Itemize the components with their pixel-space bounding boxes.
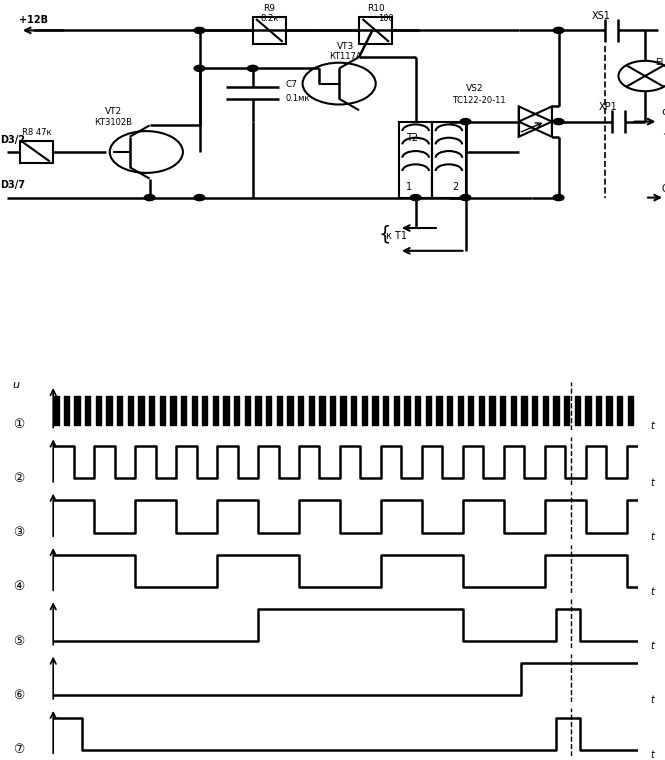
Text: R10: R10 bbox=[367, 5, 384, 14]
Circle shape bbox=[410, 195, 421, 201]
Text: ③: ③ bbox=[13, 526, 24, 539]
Text: КТ3102В: КТ3102В bbox=[94, 119, 132, 128]
Text: XS1: XS1 bbox=[592, 11, 610, 21]
FancyBboxPatch shape bbox=[359, 17, 392, 44]
Text: D3/7: D3/7 bbox=[0, 180, 25, 190]
Text: 0.1мк: 0.1мк bbox=[286, 93, 311, 103]
Text: 1: 1 bbox=[406, 182, 412, 192]
Text: u: u bbox=[12, 380, 19, 390]
Text: D3/2: D3/2 bbox=[0, 135, 25, 144]
Circle shape bbox=[553, 195, 564, 201]
Circle shape bbox=[460, 119, 471, 125]
Text: t: t bbox=[650, 749, 654, 759]
FancyBboxPatch shape bbox=[20, 141, 53, 163]
Text: +12В: +12В bbox=[19, 14, 48, 25]
FancyBboxPatch shape bbox=[432, 122, 465, 198]
Text: ТС122-20-11: ТС122-20-11 bbox=[452, 96, 506, 105]
Text: t: t bbox=[650, 587, 654, 597]
Text: t: t bbox=[650, 478, 654, 488]
Text: R9: R9 bbox=[263, 5, 275, 14]
Text: КТ117А: КТ117А bbox=[329, 52, 362, 61]
Text: VT2: VT2 bbox=[104, 107, 122, 116]
Text: ④: ④ bbox=[13, 581, 24, 594]
Text: t: t bbox=[650, 421, 654, 431]
Text: к Т1: к Т1 bbox=[386, 231, 407, 242]
Text: t: t bbox=[650, 533, 654, 543]
Text: t: t bbox=[650, 641, 654, 651]
Text: ⑦: ⑦ bbox=[13, 743, 24, 756]
Text: t: t bbox=[650, 695, 654, 705]
Text: 100: 100 bbox=[378, 14, 394, 23]
Text: Ф: Ф bbox=[662, 108, 665, 118]
Text: VT3: VT3 bbox=[337, 43, 354, 52]
Text: ~220В: ~220В bbox=[662, 130, 665, 139]
Text: 8.2к: 8.2к bbox=[260, 14, 279, 23]
Circle shape bbox=[194, 195, 205, 201]
Circle shape bbox=[553, 119, 564, 125]
Circle shape bbox=[247, 65, 258, 71]
Text: {: { bbox=[379, 224, 392, 243]
FancyBboxPatch shape bbox=[253, 17, 286, 44]
Text: ②: ② bbox=[13, 472, 24, 485]
Text: 2: 2 bbox=[452, 182, 458, 192]
Text: О: О bbox=[662, 184, 665, 194]
Text: С7: С7 bbox=[286, 81, 298, 90]
Circle shape bbox=[194, 27, 205, 33]
Text: ①: ① bbox=[13, 418, 24, 432]
Circle shape bbox=[460, 195, 471, 201]
Text: VS2: VS2 bbox=[465, 84, 483, 93]
Text: ⑥: ⑥ bbox=[13, 689, 24, 702]
Text: T2: T2 bbox=[406, 132, 418, 143]
Circle shape bbox=[553, 27, 564, 33]
Text: XP1: XP1 bbox=[598, 102, 617, 112]
Circle shape bbox=[144, 195, 155, 201]
FancyBboxPatch shape bbox=[399, 122, 432, 198]
Text: R8 47к: R8 47к bbox=[22, 128, 51, 137]
Circle shape bbox=[194, 65, 205, 71]
Text: ⑤: ⑤ bbox=[13, 635, 24, 648]
Text: ЕL1: ЕL1 bbox=[655, 58, 665, 67]
